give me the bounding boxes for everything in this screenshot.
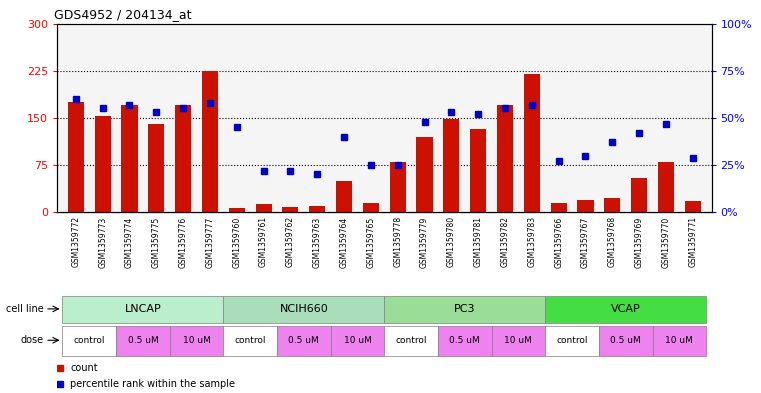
Bar: [384, 326, 438, 356]
Bar: [202, 72, 218, 212]
Text: cell line: cell line: [6, 304, 43, 314]
Bar: [492, 326, 545, 356]
Bar: [578, 200, 594, 212]
Bar: [470, 129, 486, 212]
Text: GSM1359766: GSM1359766: [554, 217, 563, 268]
Text: PC3: PC3: [454, 304, 476, 314]
Text: LNCAP: LNCAP: [125, 304, 161, 314]
Text: NCIH660: NCIH660: [279, 304, 328, 314]
Bar: [282, 207, 298, 212]
Bar: [256, 204, 272, 212]
Text: GDS4952 / 204134_at: GDS4952 / 204134_at: [54, 8, 191, 21]
Text: 0.5 uM: 0.5 uM: [128, 336, 158, 345]
Bar: [390, 162, 406, 212]
Text: control: control: [556, 336, 587, 345]
Text: GSM1359772: GSM1359772: [72, 217, 81, 268]
Bar: [224, 326, 277, 356]
Text: VCAP: VCAP: [611, 304, 641, 314]
Text: GSM1359781: GSM1359781: [473, 217, 482, 267]
Bar: [652, 326, 706, 356]
Text: GSM1359770: GSM1359770: [661, 217, 670, 268]
Text: 10 uM: 10 uM: [665, 336, 693, 345]
Bar: [175, 105, 191, 212]
Text: GSM1359762: GSM1359762: [286, 217, 295, 268]
Text: 0.5 uM: 0.5 uM: [288, 336, 319, 345]
Text: GSM1359767: GSM1359767: [581, 217, 590, 268]
Bar: [122, 105, 138, 212]
Bar: [363, 203, 379, 212]
Text: GSM1359777: GSM1359777: [205, 217, 215, 268]
Text: GSM1359764: GSM1359764: [339, 217, 349, 268]
Text: GSM1359776: GSM1359776: [179, 217, 188, 268]
Bar: [224, 296, 384, 323]
Text: GSM1359763: GSM1359763: [313, 217, 322, 268]
Bar: [444, 119, 460, 212]
Text: GSM1359779: GSM1359779: [420, 217, 429, 268]
Text: GSM1359775: GSM1359775: [151, 217, 161, 268]
Bar: [62, 326, 116, 356]
Bar: [116, 326, 170, 356]
Bar: [62, 296, 224, 323]
Text: GSM1359774: GSM1359774: [125, 217, 134, 268]
Bar: [309, 206, 325, 212]
Text: 10 uM: 10 uM: [505, 336, 533, 345]
Bar: [599, 326, 652, 356]
Bar: [631, 178, 647, 212]
Text: control: control: [396, 336, 427, 345]
Text: 10 uM: 10 uM: [343, 336, 371, 345]
Text: GSM1359768: GSM1359768: [608, 217, 617, 268]
Bar: [229, 208, 245, 212]
Bar: [685, 201, 701, 212]
Bar: [524, 74, 540, 212]
Text: GSM1359773: GSM1359773: [98, 217, 107, 268]
Text: GSM1359780: GSM1359780: [447, 217, 456, 268]
Text: GSM1359765: GSM1359765: [366, 217, 375, 268]
Bar: [277, 326, 331, 356]
Bar: [416, 137, 432, 212]
Bar: [384, 296, 545, 323]
Text: GSM1359778: GSM1359778: [393, 217, 403, 268]
Text: GSM1359760: GSM1359760: [232, 217, 241, 268]
Text: 0.5 uM: 0.5 uM: [450, 336, 480, 345]
Text: control: control: [234, 336, 266, 345]
Text: control: control: [74, 336, 105, 345]
Bar: [545, 296, 706, 323]
Text: GSM1359769: GSM1359769: [635, 217, 644, 268]
Bar: [94, 116, 110, 212]
Bar: [336, 181, 352, 212]
Text: 10 uM: 10 uM: [183, 336, 211, 345]
Text: GSM1359782: GSM1359782: [501, 217, 510, 267]
Text: GSM1359761: GSM1359761: [259, 217, 268, 268]
Text: 0.5 uM: 0.5 uM: [610, 336, 641, 345]
Bar: [438, 326, 492, 356]
Bar: [658, 162, 674, 212]
Text: count: count: [70, 362, 98, 373]
Bar: [497, 105, 513, 212]
Bar: [545, 326, 599, 356]
Bar: [604, 198, 620, 212]
Bar: [148, 124, 164, 212]
Text: GSM1359783: GSM1359783: [527, 217, 537, 268]
Text: dose: dose: [21, 335, 43, 345]
Bar: [170, 326, 224, 356]
Bar: [68, 102, 84, 212]
Bar: [551, 203, 567, 212]
Bar: [331, 326, 384, 356]
Text: percentile rank within the sample: percentile rank within the sample: [70, 379, 235, 389]
Text: GSM1359771: GSM1359771: [688, 217, 697, 268]
